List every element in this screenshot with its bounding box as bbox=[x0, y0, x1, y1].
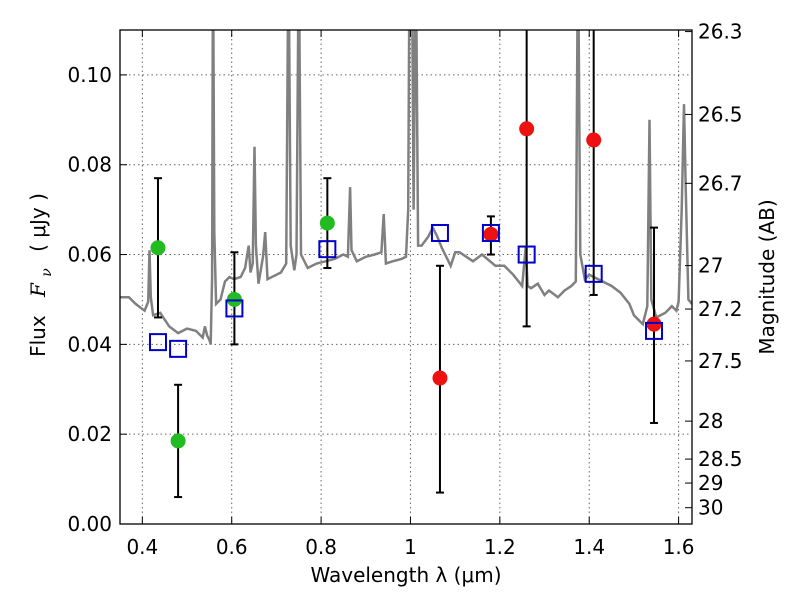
y-tick-label: 0.00 bbox=[67, 512, 112, 536]
data-point-square bbox=[225, 299, 244, 318]
y-tick-label: 0.06 bbox=[67, 243, 112, 267]
model-spectrum-line bbox=[120, 30, 692, 345]
y-tick-label: 0.02 bbox=[67, 422, 112, 446]
magnitude-tick-label: 28.5 bbox=[698, 447, 743, 471]
data-point-circle bbox=[646, 316, 662, 332]
magnitude-tick-label: 26.7 bbox=[698, 171, 743, 195]
y-axis-label-subscript: ν bbox=[39, 268, 55, 277]
magnitude-axis-label: Magnitude (AB) bbox=[755, 199, 779, 354]
magnitude-tick-label: 26.5 bbox=[698, 102, 743, 126]
x-tick-label: 1 bbox=[404, 535, 417, 559]
y-axis-label: Flux F ν ( μJy ) bbox=[26, 193, 56, 357]
y-axis-label-symbol: F bbox=[26, 282, 50, 298]
y-axis-label-units: ( μJy ) bbox=[26, 193, 50, 252]
y-tick-label: 0.08 bbox=[67, 153, 112, 177]
x-tick-label: 1.4 bbox=[573, 535, 605, 559]
x-axis-label: Wavelength λ (μm) bbox=[310, 563, 501, 587]
magnitude-tick-label: 26.3 bbox=[698, 20, 743, 44]
data-point-square bbox=[430, 223, 449, 242]
data-point-circle bbox=[519, 121, 535, 137]
data-point-square bbox=[517, 245, 536, 264]
x-tick-label: 0.6 bbox=[216, 535, 248, 559]
x-axis-ticks: 0.4 0.6 0.8 1 1.2 1.4 1.6 bbox=[126, 30, 695, 559]
data-markers bbox=[148, 121, 664, 449]
magnitude-tick-label: 27.2 bbox=[698, 297, 743, 321]
plot-frame bbox=[119, 29, 693, 525]
data-point-square bbox=[645, 321, 664, 340]
data-point-square bbox=[481, 223, 500, 242]
y-tick-label: 0.04 bbox=[67, 332, 112, 356]
data-point-circle bbox=[170, 433, 186, 449]
data-point-circle bbox=[319, 215, 335, 231]
y-tick-label: 0.10 bbox=[67, 63, 112, 87]
data-point-circle bbox=[586, 132, 602, 148]
magnitude-tick-label: 29 bbox=[698, 471, 723, 495]
data-point-square bbox=[169, 339, 188, 358]
grid-lines bbox=[120, 30, 692, 525]
magnitude-tick-label: 27 bbox=[698, 254, 723, 278]
data-point-circle bbox=[483, 226, 499, 242]
data-point-circle bbox=[432, 370, 448, 386]
magnitude-tick-label: 28 bbox=[698, 409, 723, 433]
data-point-circle bbox=[150, 240, 166, 256]
x-tick-label: 0.8 bbox=[305, 535, 337, 559]
data-point-square bbox=[148, 333, 167, 352]
data-point-square bbox=[584, 264, 603, 283]
data-point-square bbox=[318, 240, 337, 259]
magnitude-tick-label: 30 bbox=[698, 496, 723, 520]
magnitude-tick-label: 27.5 bbox=[698, 349, 743, 373]
y-axis-ticks: 0.00 0.02 0.04 0.06 0.08 0.10 bbox=[67, 63, 127, 536]
x-tick-label: 0.4 bbox=[126, 535, 158, 559]
x-tick-label: 1.6 bbox=[663, 535, 695, 559]
x-tick-label: 1.2 bbox=[484, 535, 516, 559]
y-axis-label-text: Flux bbox=[26, 315, 50, 357]
